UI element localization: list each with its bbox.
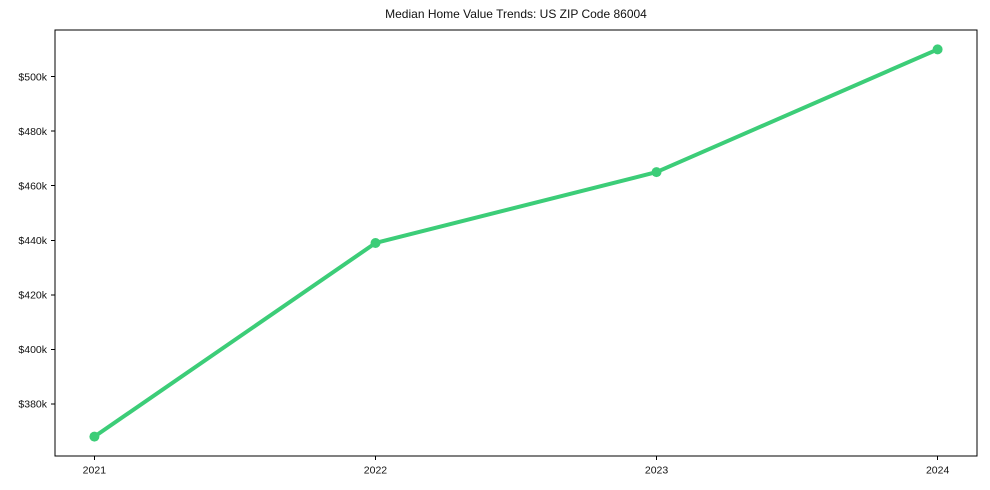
data-point-marker: [370, 238, 381, 248]
data-point-marker: [89, 431, 100, 442]
y-tick-label: $400k: [18, 344, 47, 356]
y-tick-label: $460k: [18, 180, 47, 192]
x-tick-label: 2023: [645, 465, 669, 477]
x-tick-label: 2024: [926, 465, 950, 477]
y-tick-label: $500k: [18, 71, 47, 83]
x-tick-label: 2021: [83, 465, 107, 477]
y-tick-label: $420k: [18, 290, 47, 302]
y-tick-label: $480k: [18, 126, 47, 138]
data-point-marker: [932, 44, 943, 55]
chart-title: Median Home Value Trends: US ZIP Code 86…: [385, 7, 647, 21]
series-line: [92, 47, 940, 439]
x-tick-label: 2022: [364, 465, 388, 477]
plot-border: [54, 29, 978, 457]
y-tick-label: $380k: [18, 399, 47, 411]
y-tick-label: $440k: [18, 235, 47, 247]
data-point-marker: [651, 167, 662, 178]
